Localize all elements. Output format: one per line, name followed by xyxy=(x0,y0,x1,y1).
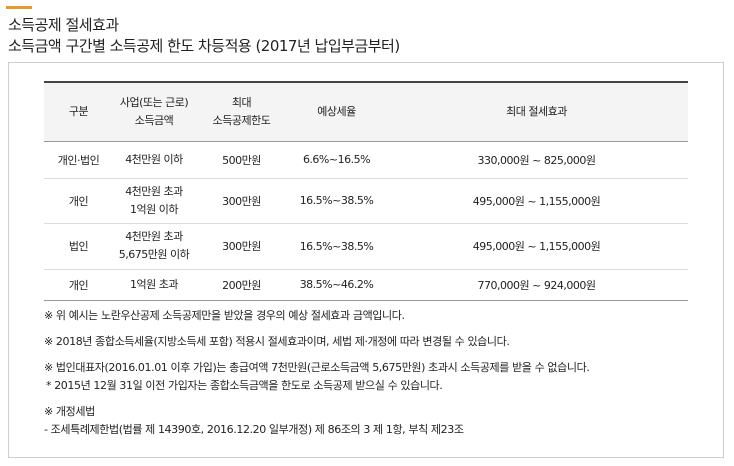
cell-effect: 495,000원 ~ 1,155,000원 xyxy=(472,194,601,208)
note-3: ※ 법인대표자(2016.01.01 이후 가입)는 총급여액 7천만원(근로소… xyxy=(44,361,590,374)
cell-effect: 330,000원 ~ 825,000원 xyxy=(477,153,596,167)
cell-tax-rate: 6.6%~16.5% xyxy=(302,153,371,166)
cell-tax-rate: 16.5%~38.5% xyxy=(299,239,374,253)
note-3-sub: * 2015년 12월 31일 이전 가입자는 종합소득금액을 한도로 소득공제… xyxy=(46,379,443,392)
cell-income-line1: 4천만원 초과 xyxy=(125,230,183,243)
cell-category: 개인·법인 xyxy=(57,153,100,167)
cell-effect: 495,000원 ~ 1,155,000원 xyxy=(472,240,601,253)
cell-income-line1: 4천만원 초과 xyxy=(125,184,183,198)
cell-limit: 300만원 xyxy=(222,194,261,208)
cell-limit: 200만원 xyxy=(222,278,261,292)
table-row: 법인 4천만원 초과 5,675만원 이하 300만원 16.5%~38.5% … xyxy=(44,223,688,269)
cell-category: 개인 xyxy=(68,194,89,208)
header-limit-line2: 소득공제한도 xyxy=(212,113,271,127)
cell-income: 1억원 초과 xyxy=(113,269,195,300)
header-tax-rate: 예상세율 xyxy=(317,104,356,118)
cell-effect: 770,000원 ~ 924,000원 xyxy=(477,278,596,292)
table-row: 개인 4천만원 초과 1억원 이하 300만원 16.5%~38.5% 495,… xyxy=(44,178,688,223)
cell-limit: 500만원 xyxy=(222,153,261,167)
header-category: 구분 xyxy=(68,104,89,118)
cell-income-line2: 1억원 이하 xyxy=(130,202,178,216)
cell-category: 법인 xyxy=(68,240,89,253)
cell-income: 4천만원 초과 1억원 이하 xyxy=(113,178,195,223)
header-effect: 최대 절세효과 xyxy=(506,104,567,118)
note-2: ※ 2018년 종합소득세율(지방소득세 포함) 적용시 절세효과이며, 세법 … xyxy=(44,335,510,348)
page-title: 소득공제 절세효과 xyxy=(8,16,119,34)
accent-bar xyxy=(6,6,32,9)
header-income-line1: 사업(또는 근로) xyxy=(119,95,189,109)
header-income: 사업(또는 근로) 소득금액 xyxy=(113,82,195,141)
cell-category: 개인 xyxy=(68,278,89,292)
table-header-row: 구분 사업(또는 근로) 소득금액 최대 소득공제한도 예상세율 최대 절세효과 xyxy=(44,82,688,141)
table-row: 개인·법인 4천만원 이하 500만원 6.6%~16.5% 330,000원 … xyxy=(44,141,688,178)
cell-tax-rate: 38.5%~46.2% xyxy=(299,278,374,291)
cell-income: 4천만원 초과 5,675만원 이하 xyxy=(113,223,195,269)
content-box: 구분 사업(또는 근로) 소득금액 최대 소득공제한도 예상세율 최대 절세효과… xyxy=(8,62,724,458)
note-4-title: ※ 개정세법 xyxy=(44,405,95,418)
cell-income: 4천만원 이하 xyxy=(113,141,195,178)
note-4-body: - 조세특례제한법(법률 제 14390호, 2016.12.20 일부개정) … xyxy=(44,423,464,436)
tax-effect-table: 구분 사업(또는 근로) 소득금액 최대 소득공제한도 예상세율 최대 절세효과… xyxy=(44,81,688,301)
note-1: ※ 위 예시는 노란우산공제 소득공제만을 받았을 경우의 예상 절세효과 금액… xyxy=(44,309,405,322)
header-limit: 최대 소득공제한도 xyxy=(195,82,288,141)
cell-tax-rate: 16.5%~38.5% xyxy=(299,194,374,207)
header-limit-line1: 최대 xyxy=(231,95,252,109)
page-subtitle: 소득금액 구간별 소득공제 한도 차등적용 (2017년 납입부금부터) xyxy=(8,37,400,55)
header-income-line2: 소득금액 xyxy=(134,113,174,127)
table-row: 개인 1억원 초과 200만원 38.5%~46.2% 770,000원 ~ 9… xyxy=(44,269,688,300)
cell-income-line1: 4천만원 이하 xyxy=(125,152,183,166)
cell-income-line2: 5,675만원 이하 xyxy=(118,248,190,261)
cell-limit: 300만원 xyxy=(222,240,261,253)
cell-income-line1: 1억원 초과 xyxy=(130,277,178,291)
